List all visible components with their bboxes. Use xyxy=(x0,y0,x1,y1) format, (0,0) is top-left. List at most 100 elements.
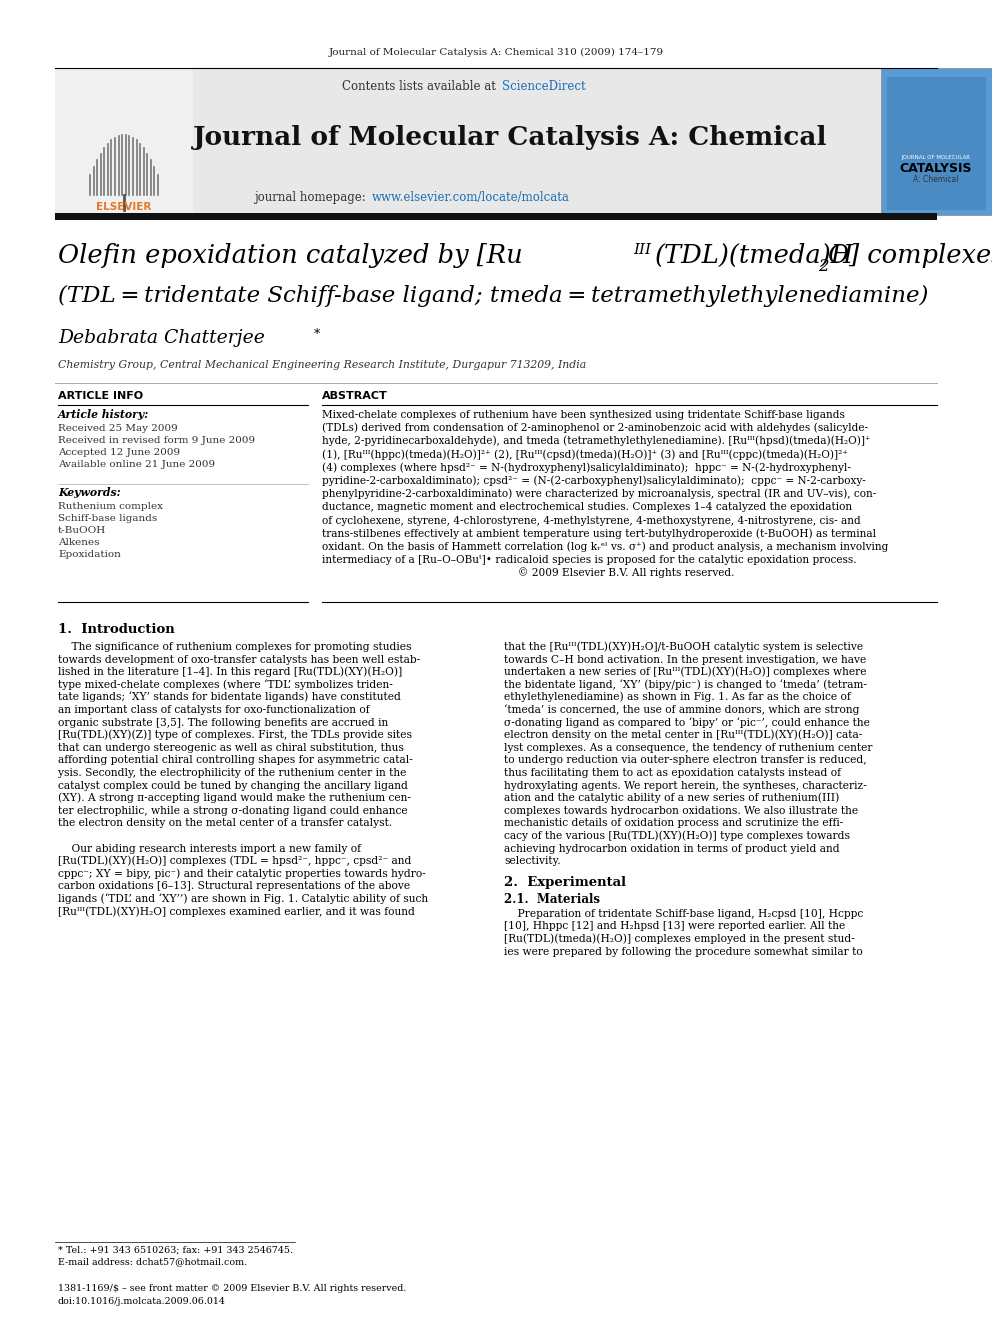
Text: phenylpyridine-2-carboxaldiminato) were characterized by microanalysis, spectral: phenylpyridine-2-carboxaldiminato) were … xyxy=(322,488,876,499)
Text: to undergo reduction via outer-sphere electron transfer is reduced,: to undergo reduction via outer-sphere el… xyxy=(504,755,867,766)
Text: hydroxylating agents. We report herein, the syntheses, characteriz-: hydroxylating agents. We report herein, … xyxy=(504,781,867,791)
Text: Mixed-chelate complexes of ruthenium have been synthesized using tridentate Schi: Mixed-chelate complexes of ruthenium hav… xyxy=(322,410,845,419)
Text: [10], Hhppc [12] and H₂hpsd [13] were reported earlier. All the: [10], Hhppc [12] and H₂hpsd [13] were re… xyxy=(504,921,845,931)
Text: Journal of Molecular Catalysis A: Chemical: Journal of Molecular Catalysis A: Chemic… xyxy=(192,126,827,151)
Text: mechanistic details of oxidation process and scrutinize the effi-: mechanistic details of oxidation process… xyxy=(504,819,843,828)
Text: Ruthenium complex: Ruthenium complex xyxy=(58,501,163,511)
Text: the electron density on the metal center of a transfer catalyst.: the electron density on the metal center… xyxy=(58,819,392,828)
Text: thus facilitating them to act as epoxidation catalysts instead of: thus facilitating them to act as epoxida… xyxy=(504,767,841,778)
Text: selectivity.: selectivity. xyxy=(504,856,560,867)
Text: undertaken a new series of [Ruᴵᴵᴵ(TDL)(XY)(H₂O)] complexes where: undertaken a new series of [Ruᴵᴵᴵ(TDL)(X… xyxy=(504,667,866,677)
Text: Epoxidation: Epoxidation xyxy=(58,550,121,560)
Text: Article history:: Article history: xyxy=(58,409,149,419)
Text: 2.  Experimental: 2. Experimental xyxy=(504,876,626,889)
Text: ies were prepared by following the procedure somewhat similar to: ies were prepared by following the proce… xyxy=(504,946,863,957)
Text: tate ligands; ‘XY’ stands for bidentate ligands) have constituted: tate ligands; ‘XY’ stands for bidentate … xyxy=(58,692,401,703)
Text: * Tel.: +91 343 6510263; fax: +91 343 2546745.: * Tel.: +91 343 6510263; fax: +91 343 25… xyxy=(58,1245,293,1254)
Text: III: III xyxy=(633,243,651,257)
Text: Debabrata Chatterjee: Debabrata Chatterjee xyxy=(58,329,265,347)
Text: complexes towards hydrocarbon oxidations. We also illustrate the: complexes towards hydrocarbon oxidations… xyxy=(504,806,858,816)
Text: JOURNAL OF MOLECULAR: JOURNAL OF MOLECULAR xyxy=(902,156,970,160)
Text: Accepted 12 June 2009: Accepted 12 June 2009 xyxy=(58,448,181,456)
Text: (4) complexes (where hpsd²⁻ = N-(hydroxyphenyl)salicylaldiminato);  hppc⁻ = N-(2: (4) complexes (where hpsd²⁻ = N-(hydroxy… xyxy=(322,462,851,472)
Text: © 2009 Elsevier B.V. All rights reserved.: © 2009 Elsevier B.V. All rights reserved… xyxy=(322,568,734,578)
Text: doi:10.1016/j.molcata.2009.06.014: doi:10.1016/j.molcata.2009.06.014 xyxy=(58,1297,226,1306)
Text: that can undergo stereogenic as well as chiral substitution, thus: that can undergo stereogenic as well as … xyxy=(58,742,404,753)
Text: catalyst complex could be tuned by changing the ancillary ligand: catalyst complex could be tuned by chang… xyxy=(58,781,408,791)
Text: 1381-1169/$ – see front matter © 2009 Elsevier B.V. All rights reserved.: 1381-1169/$ – see front matter © 2009 El… xyxy=(58,1285,407,1293)
Text: (TDL)(tmeda)H: (TDL)(tmeda)H xyxy=(655,243,854,269)
Text: an important class of catalysts for oxo-functionalization of: an important class of catalysts for oxo-… xyxy=(58,705,370,714)
Text: electron density on the metal center in [Ruᴵᴵᴵ(TDL)(XY)(H₂O)] cata-: electron density on the metal center in … xyxy=(504,730,862,740)
Text: [Ru(TDL)(tmeda)(H₂O)] complexes employed in the present stud-: [Ru(TDL)(tmeda)(H₂O)] complexes employed… xyxy=(504,934,855,945)
Text: lyst complexes. As a consequence, the tendency of ruthenium center: lyst complexes. As a consequence, the te… xyxy=(504,742,873,753)
Text: ABSTRACT: ABSTRACT xyxy=(322,392,388,401)
Text: type mixed-chelate complexes (where ‘TDL’ symbolizes triden-: type mixed-chelate complexes (where ‘TDL… xyxy=(58,679,393,689)
Text: affording potential chiral controlling shapes for asymmetric catal-: affording potential chiral controlling s… xyxy=(58,755,413,766)
Text: the bidentate ligand, ‘XY’ (bipy/pic⁻) is changed to ‘tmeda’ (tetram-: the bidentate ligand, ‘XY’ (bipy/pic⁻) i… xyxy=(504,679,867,689)
Text: ductance, magnetic moment and electrochemical studies. Complexes 1–4 catalyzed t: ductance, magnetic moment and electroche… xyxy=(322,503,852,512)
Text: journal homepage:: journal homepage: xyxy=(255,192,370,205)
Text: E-mail address: dchat57@hotmail.com.: E-mail address: dchat57@hotmail.com. xyxy=(58,1257,247,1266)
Text: t-BuOOH: t-BuOOH xyxy=(58,527,106,534)
Text: [Ru(TDL)(XY)(Z)] type of complexes. First, the TDLs provide sites: [Ru(TDL)(XY)(Z)] type of complexes. Firs… xyxy=(58,730,412,740)
Text: ScienceDirect: ScienceDirect xyxy=(502,79,585,93)
Bar xyxy=(55,213,937,220)
Text: organic substrate [3,5]. The following benefits are accrued in: organic substrate [3,5]. The following b… xyxy=(58,717,388,728)
Text: Our abiding research interests import a new family of: Our abiding research interests import a … xyxy=(58,844,361,853)
Bar xyxy=(881,67,992,216)
Text: hyde, 2-pyridinecarboxaldehyde), and tmeda (tetramethylethylenediamine). [Ruᴵᴵᴵ(: hyde, 2-pyridinecarboxaldehyde), and tme… xyxy=(322,435,871,446)
Text: (TDL = tridentate Schiff-base ligand; tmeda = tetramethylethylenediamine): (TDL = tridentate Schiff-base ligand; tm… xyxy=(58,284,929,307)
Text: intermediacy of a [Ru–O–OBuᵗ]• radicaloid species is proposed for the catalytic : intermediacy of a [Ru–O–OBuᵗ]• radicaloi… xyxy=(322,554,857,565)
Text: 2.1.  Materials: 2.1. Materials xyxy=(504,893,600,906)
Text: Received in revised form 9 June 2009: Received in revised form 9 June 2009 xyxy=(58,437,255,445)
Bar xyxy=(887,77,986,210)
Text: trans-stilbenes effectively at ambient temperature using tert-butylhydroperoxide: trans-stilbenes effectively at ambient t… xyxy=(322,528,876,538)
Text: A: Chemical: A: Chemical xyxy=(914,176,958,184)
Text: ARTICLE INFO: ARTICLE INFO xyxy=(58,392,143,401)
Text: σ-donating ligand as compared to ‘bipy’ or ‘pic⁻’, could enhance the: σ-donating ligand as compared to ‘bipy’ … xyxy=(504,717,870,728)
Text: Chemistry Group, Central Mechanical Engineering Research Institute, Durgapur 713: Chemistry Group, Central Mechanical Engi… xyxy=(58,360,586,370)
Text: ethylethylenediamine) as shown in Fig. 1. As far as the choice of: ethylethylenediamine) as shown in Fig. 1… xyxy=(504,692,851,703)
Text: CATALYSIS: CATALYSIS xyxy=(900,161,972,175)
Text: Olefin epoxidation catalyzed by [Ru: Olefin epoxidation catalyzed by [Ru xyxy=(58,243,523,269)
Text: ysis. Secondly, the electrophilicity of the ruthenium center in the: ysis. Secondly, the electrophilicity of … xyxy=(58,767,407,778)
Text: (1), [Ruᴵᴵᴵ(hppc)(tmeda)(H₂O)]²⁺ (2), [Ruᴵᴵᴵ(cpsd)(tmeda)(H₂O)]⁺ (3) and [Ruᴵᴵᴵ(: (1), [Ruᴵᴵᴵ(hppc)(tmeda)(H₂O)]²⁺ (2), [R… xyxy=(322,448,848,459)
Text: ‘tmeda’ is concerned, the use of ammine donors, which are strong: ‘tmeda’ is concerned, the use of ammine … xyxy=(504,704,859,714)
Text: Journal of Molecular Catalysis A: Chemical 310 (2009) 174–179: Journal of Molecular Catalysis A: Chemic… xyxy=(328,48,664,57)
Text: Keywords:: Keywords: xyxy=(58,487,121,497)
Text: (XY). A strong π-accepting ligand would make the ruthenium cen-: (XY). A strong π-accepting ligand would … xyxy=(58,792,411,803)
Text: (TDLs) derived from condensation of 2-aminophenol or 2-aminobenzoic acid with al: (TDLs) derived from condensation of 2-am… xyxy=(322,422,868,433)
Text: The significance of ruthenium complexes for promoting studies: The significance of ruthenium complexes … xyxy=(58,642,412,652)
Text: oxidant. On the basis of Hammett correlation (log kᵣᵉˡ vs. σ⁺) and product analy: oxidant. On the basis of Hammett correla… xyxy=(322,541,889,552)
Text: towards C–H bond activation. In the present investigation, we have: towards C–H bond activation. In the pres… xyxy=(504,655,866,664)
Text: www.elsevier.com/locate/molcata: www.elsevier.com/locate/molcata xyxy=(372,192,569,205)
Text: O] complexes: O] complexes xyxy=(828,243,992,269)
Text: pyridine-2-carboxaldiminato); cpsd²⁻ = (N-(2-carboxyphenyl)salicylaldiminato);  : pyridine-2-carboxaldiminato); cpsd²⁻ = (… xyxy=(322,475,866,486)
Text: carbon oxidations [6–13]. Structural representations of the above: carbon oxidations [6–13]. Structural rep… xyxy=(58,881,410,892)
Text: Received 25 May 2009: Received 25 May 2009 xyxy=(58,423,178,433)
Text: Available online 21 June 2009: Available online 21 June 2009 xyxy=(58,460,215,468)
Text: Alkenes: Alkenes xyxy=(58,538,99,546)
Text: Schiff-base ligands: Schiff-base ligands xyxy=(58,515,158,523)
Bar xyxy=(55,67,937,216)
Bar xyxy=(55,67,193,216)
Text: Preparation of tridentate Schiff-base ligand, H₂cpsd [10], Hcppc: Preparation of tridentate Schiff-base li… xyxy=(504,909,863,918)
Text: *: * xyxy=(314,328,320,341)
Text: cppc⁻; XY = bipy, pic⁻) and their catalytic properties towards hydro-: cppc⁻; XY = bipy, pic⁻) and their cataly… xyxy=(58,868,426,878)
Text: ELSEVIER: ELSEVIER xyxy=(96,202,152,212)
Text: ligands (‘TDL’ and ‘XY’’) are shown in Fig. 1. Catalytic ability of such: ligands (‘TDL’ and ‘XY’’) are shown in F… xyxy=(58,893,429,904)
Text: 1.  Introduction: 1. Introduction xyxy=(58,623,175,636)
Text: ter electrophilic, while a strong σ-donating ligand could enhance: ter electrophilic, while a strong σ-dona… xyxy=(58,806,408,816)
Text: that the [Ruᴵᴵᴵ(TDL)(XY)H₂O]/t-BuOOH catalytic system is selective: that the [Ruᴵᴵᴵ(TDL)(XY)H₂O]/t-BuOOH cat… xyxy=(504,642,863,652)
Text: [Ru(TDL)(XY)(H₂O)] complexes (TDL = hpsd²⁻, hppc⁻, cpsd²⁻ and: [Ru(TDL)(XY)(H₂O)] complexes (TDL = hpsd… xyxy=(58,856,412,867)
Text: cacy of the various [Ru(TDL)(XY)(H₂O)] type complexes towards: cacy of the various [Ru(TDL)(XY)(H₂O)] t… xyxy=(504,831,850,841)
Text: Contents lists available at: Contents lists available at xyxy=(342,79,500,93)
Text: towards development of oxo-transfer catalysts has been well estab-: towards development of oxo-transfer cata… xyxy=(58,655,421,664)
Text: [Ruᴵᴵᴵ(TDL)(XY)H₂O] complexes examined earlier, and it was found: [Ruᴵᴵᴵ(TDL)(XY)H₂O] complexes examined e… xyxy=(58,906,415,917)
Text: of cyclohexene, styrene, 4-chlorostyrene, 4-methylstyrene, 4-methoxystyrene, 4-n: of cyclohexene, styrene, 4-chlorostyrene… xyxy=(322,516,861,525)
Text: lished in the literature [1–4]. In this regard [Ru(TDL)(XY)(H₂O)]: lished in the literature [1–4]. In this … xyxy=(58,667,402,677)
Text: 2: 2 xyxy=(818,258,828,275)
Text: ation and the catalytic ability of a new series of ruthenium(III): ation and the catalytic ability of a new… xyxy=(504,792,839,803)
Text: achieving hydrocarbon oxidation in terms of product yield and: achieving hydrocarbon oxidation in terms… xyxy=(504,844,839,853)
